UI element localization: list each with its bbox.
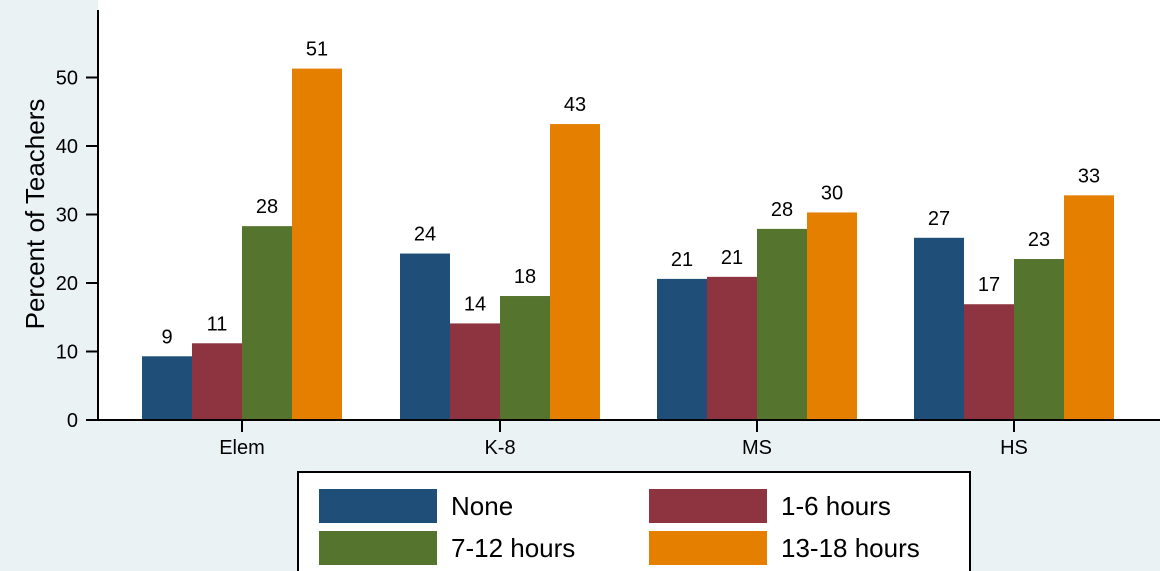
bar-k-8-1-6-hours	[450, 323, 500, 420]
bar-value-label: 23	[1028, 229, 1050, 251]
bars-layer	[142, 68, 1114, 420]
legend-item-1-6-hours: 1-6 hours	[649, 486, 891, 526]
bar-value-label: 51	[306, 39, 328, 61]
x-tick-label-k-8: K-8	[484, 437, 515, 459]
bar-value-label: 43	[564, 94, 586, 116]
bar-elem-none	[142, 356, 192, 420]
legend-swatch-1-6-hours	[649, 489, 767, 523]
y-tick-label: 0	[67, 410, 78, 432]
bar-value-label: 21	[671, 249, 693, 271]
bar-value-label: 28	[256, 196, 278, 218]
y-axis-label: Percent of Teachers	[20, 99, 50, 330]
x-tick-label-ms: MS	[742, 437, 772, 459]
bar-value-label: 24	[414, 224, 436, 246]
x-tick-label-hs: HS	[1000, 437, 1028, 459]
legend-swatch-13-18-hours	[649, 531, 767, 565]
bar-ms-1-6-hours	[707, 276, 757, 420]
bar-k-8-13-18-hours	[550, 124, 600, 420]
x-axis: Elem K-8 MS HS	[98, 419, 1160, 459]
y-tick-label: 50	[56, 68, 78, 90]
legend-label-7-12-hours: 7-12 hours	[451, 532, 576, 563]
bar-value-label: 14	[464, 293, 486, 315]
legend-swatch-none	[319, 489, 437, 523]
bar-ms-7-12-hours	[757, 228, 807, 420]
bar-value-label: 33	[1078, 165, 1100, 187]
x-tick-label-elem: Elem	[219, 437, 265, 459]
bar-value-label: 9	[161, 326, 172, 348]
y-tick-label: 30	[56, 205, 78, 227]
value-labels-layer: 9 11 28 51 24 14 18 43 21 21 28 30 27 17 23 33	[161, 39, 1100, 349]
legend: None 1-6 hours 7-12 hours 13-18 hours	[297, 471, 971, 571]
legend-item-13-18-hours: 13-18 hours	[649, 528, 920, 568]
bar-ms-none	[657, 278, 707, 420]
legend-item-none: None	[319, 486, 513, 526]
bar-chart: 9 11 28 51 24 14 18 43 21 21 28 30 27 17 23 33 0 10 20 30 4…	[20, 0, 1160, 459]
bar-hs-13-18-hours	[1064, 195, 1114, 420]
bar-hs-1-6-hours	[964, 304, 1014, 420]
y-tick-label: 10	[56, 342, 78, 364]
legend-label-13-18-hours: 13-18 hours	[781, 532, 920, 563]
bar-value-label: 30	[821, 182, 843, 204]
y-axis: 0 10 20 30 40 50	[56, 10, 99, 432]
legend-label-1-6-hours: 1-6 hours	[781, 490, 891, 521]
legend-label-none: None	[451, 490, 514, 521]
bar-elem-7-12-hours	[242, 226, 292, 420]
bar-value-label: 27	[928, 208, 950, 230]
bar-elem-1-6-hours	[192, 343, 242, 420]
legend-swatch-7-12-hours	[319, 531, 437, 565]
bar-k-8-none	[400, 253, 450, 420]
bar-value-label: 18	[514, 266, 536, 288]
legend-item-7-12-hours: 7-12 hours	[319, 528, 575, 568]
bar-hs-none	[914, 237, 964, 420]
bar-value-label: 21	[721, 247, 743, 269]
y-tick-label: 40	[56, 136, 78, 158]
bar-value-label: 17	[978, 274, 1000, 296]
bar-ms-13-18-hours	[807, 212, 857, 420]
bar-value-label: 11	[207, 313, 228, 335]
bar-hs-7-12-hours	[1014, 259, 1064, 420]
y-tick-label: 20	[56, 273, 78, 295]
bar-elem-13-18-hours	[292, 68, 342, 420]
bar-value-label: 28	[771, 199, 793, 221]
bar-k-8-7-12-hours	[500, 296, 550, 420]
